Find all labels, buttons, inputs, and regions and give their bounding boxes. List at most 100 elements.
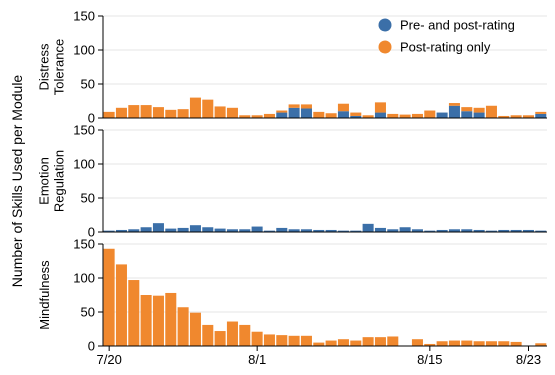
panel-label-line: Emotion [37, 157, 52, 205]
bar-post-only [374, 337, 386, 346]
bar-pre-post [461, 229, 473, 232]
bar-pre-post [473, 229, 485, 232]
bar-pre-post [288, 229, 300, 232]
bar-post-only [461, 107, 473, 112]
legend-label: Post-rating only [400, 40, 491, 55]
y-tick-label: 150 [73, 9, 95, 24]
panel-label-line: Tolerance [52, 39, 67, 95]
bar-post-only [313, 342, 325, 346]
bar-pre-post [461, 111, 473, 118]
bar-post-only [300, 104, 312, 109]
bar-pre-post [239, 229, 251, 232]
bar-pre-post [300, 229, 312, 232]
bar-pre-post [226, 229, 238, 232]
bar-post-only [350, 112, 362, 116]
bar-pre-post [325, 229, 337, 232]
bar-pre-post [276, 112, 288, 118]
bar-pre-post [498, 229, 510, 232]
bar-pre-post [448, 229, 460, 232]
y-tick-label: 150 [73, 123, 95, 138]
bar-pre-post [535, 230, 547, 232]
bar-post-only [140, 105, 152, 118]
bar-post-only [535, 111, 547, 114]
y-tick-label: 0 [88, 225, 95, 240]
bar-post-only [411, 113, 423, 118]
bar-pre-post [202, 227, 214, 232]
bar-pre-post [103, 230, 115, 232]
y-tick-label: 150 [73, 237, 95, 252]
bar-post-only [177, 109, 189, 118]
bar-post-only [411, 339, 423, 346]
y-axis-label: Number of Skills Used per Module [9, 75, 25, 288]
bar-post-only [251, 331, 263, 346]
bar-post-only [202, 99, 214, 118]
bar-post-only [374, 102, 386, 113]
panel-label-line: Regulation [52, 150, 67, 212]
bar-post-only [399, 114, 411, 118]
bar-post-only [177, 307, 189, 346]
bar-pre-post [337, 111, 349, 118]
bar-post-only [510, 115, 522, 118]
y-tick-label: 100 [73, 271, 95, 286]
bar-post-only [350, 340, 362, 346]
bar-post-only [473, 107, 485, 113]
y-tick-label: 50 [81, 191, 95, 206]
bar-post-only [300, 335, 312, 346]
panel-label: DistressTolerance [37, 39, 67, 95]
legend-marker-post-only [378, 40, 392, 54]
bar-pre-post [399, 227, 411, 232]
bar-post-only [276, 110, 288, 113]
bar-pre-post [374, 227, 386, 232]
bar-post-only [276, 335, 288, 346]
bar-pre-post [313, 229, 325, 232]
bar-post-only [103, 248, 115, 346]
bar-post-only [263, 113, 275, 118]
bar-post-only [263, 334, 275, 346]
bar-pre-post [189, 225, 201, 232]
bar-post-only [214, 106, 226, 118]
bar-post-only [152, 295, 164, 346]
bar-post-only [461, 340, 473, 346]
bar-pre-post [448, 105, 460, 118]
bar-pre-post [288, 107, 300, 118]
bar-pre-post [263, 230, 275, 232]
x-tick-label: 8/1 [248, 352, 266, 367]
bar-post-only [448, 103, 460, 106]
bar-post-only [251, 115, 263, 118]
x-tick-label: 8/23 [516, 352, 541, 367]
bar-post-only [189, 97, 201, 118]
bar-pre-post [485, 230, 497, 232]
bar-pre-post [436, 112, 448, 118]
bar-post-only [325, 113, 337, 118]
bar-post-only [128, 105, 140, 118]
bar-post-only [362, 115, 374, 118]
bar-post-only [535, 343, 547, 346]
bar-pre-post [115, 229, 127, 232]
bar-post-only [325, 340, 337, 346]
y-tick-label: 50 [81, 305, 95, 320]
bar-post-only [165, 109, 177, 118]
bar-pre-post [535, 113, 547, 118]
legend-label: Pre- and post-rating [400, 18, 515, 33]
bar-pre-post [411, 229, 423, 232]
panel-label-line: Mindfulness [37, 260, 52, 330]
bar-post-only [202, 324, 214, 346]
bar-post-only [473, 341, 485, 346]
bar-post-only [436, 341, 448, 346]
bar-post-only [485, 341, 497, 346]
bar-pre-post [374, 112, 386, 118]
bar-post-only [387, 113, 399, 118]
bar-pre-post [251, 226, 263, 232]
bar-pre-post [177, 227, 189, 232]
bar-post-only [313, 111, 325, 118]
bar-pre-post [510, 229, 522, 232]
x-tick-label: 7/20 [97, 352, 122, 367]
bar-post-only [288, 335, 300, 346]
bar-post-only [424, 110, 436, 118]
bar-pre-post [152, 223, 164, 232]
bar-post-only [140, 295, 152, 346]
bar-post-only [448, 340, 460, 346]
y-tick-label: 0 [88, 111, 95, 126]
bar-pre-post [276, 227, 288, 232]
bar-post-only [115, 107, 127, 118]
